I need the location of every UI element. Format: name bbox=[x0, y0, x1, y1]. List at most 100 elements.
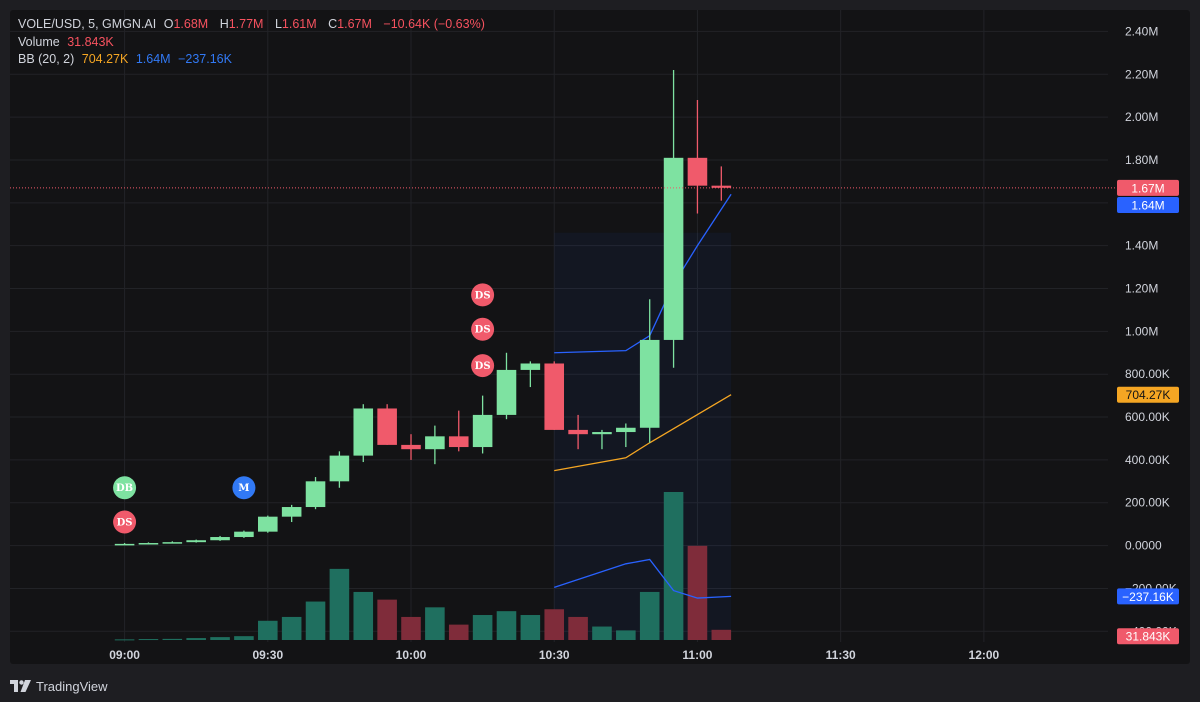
bb-upper-value: 1.64M bbox=[135, 52, 171, 66]
price-axis-label: 2.20M bbox=[1125, 67, 1158, 81]
signal-marker-badge[interactable] bbox=[113, 510, 137, 534]
candle-body[interactable] bbox=[162, 542, 183, 544]
volume-bar[interactable] bbox=[401, 616, 421, 640]
price-axis-label: 400.00K bbox=[1125, 453, 1170, 467]
volume-bar[interactable] bbox=[234, 636, 254, 640]
price-tag[interactable]: −237.16K bbox=[1117, 588, 1179, 605]
open-label: O bbox=[163, 17, 174, 31]
bb-label[interactable]: BB (20, 2) bbox=[18, 52, 75, 66]
signal-marker-badge[interactable] bbox=[471, 283, 495, 307]
volume-bar[interactable] bbox=[472, 615, 493, 640]
candle-body[interactable] bbox=[138, 543, 159, 545]
volume-bar[interactable] bbox=[711, 629, 732, 640]
candle-body[interactable] bbox=[329, 455, 350, 482]
volume-legend: Volume 31.843K bbox=[18, 34, 118, 50]
price-tag[interactable]: 1.67M bbox=[1117, 179, 1179, 196]
volume-bar[interactable] bbox=[639, 591, 660, 640]
candle-body[interactable] bbox=[592, 432, 612, 435]
candle-body[interactable] bbox=[114, 543, 135, 546]
volume-bar[interactable] bbox=[162, 638, 183, 640]
candle-body[interactable] bbox=[496, 369, 517, 415]
signal-marker-badge[interactable] bbox=[113, 476, 137, 500]
signal-marker[interactable]: DS bbox=[471, 317, 495, 341]
signal-marker[interactable]: DS bbox=[113, 510, 137, 534]
ohlc-open: O1.68M bbox=[164, 17, 212, 31]
candle-body[interactable] bbox=[687, 157, 708, 186]
volume-label[interactable]: Volume bbox=[18, 35, 60, 49]
price-tag[interactable]: 704.27K bbox=[1117, 386, 1179, 403]
candle-body[interactable] bbox=[258, 516, 278, 532]
signal-marker-badge[interactable] bbox=[232, 476, 256, 500]
signal-marker-label: M bbox=[238, 483, 249, 494]
candle-body[interactable] bbox=[186, 540, 206, 543]
volume-bar[interactable] bbox=[114, 639, 135, 641]
volume-bar[interactable] bbox=[616, 630, 636, 640]
volume-bar[interactable] bbox=[544, 609, 565, 640]
candle-body[interactable] bbox=[210, 537, 230, 541]
candle-body[interactable] bbox=[520, 363, 541, 370]
candle-body[interactable] bbox=[568, 429, 588, 435]
price-tag[interactable]: 1.64M bbox=[1117, 196, 1179, 213]
bollinger-upper-line[interactable] bbox=[554, 193, 732, 354]
candle-body[interactable] bbox=[281, 507, 302, 517]
volume-value: 31.843K bbox=[67, 35, 114, 49]
price-tag-label: −237.16K bbox=[1122, 590, 1174, 604]
price-tag-bg bbox=[1117, 628, 1179, 645]
signal-marker[interactable]: DS bbox=[471, 354, 495, 378]
price-axis-label: 200.00K bbox=[1125, 496, 1170, 510]
bollinger-lower-line[interactable] bbox=[554, 558, 732, 599]
candle-body[interactable] bbox=[663, 157, 684, 340]
symbol-label[interactable]: VOLE/USD, 5, GMGN.AI bbox=[18, 17, 157, 31]
time-axis-label: 10:30 bbox=[539, 648, 570, 662]
volume-bar[interactable] bbox=[687, 545, 708, 640]
candle-body[interactable] bbox=[401, 444, 421, 450]
bollinger-lines bbox=[554, 193, 732, 599]
ohlc-legend: VOLE/USD, 5, GMGN.AI O1.68M H1.77M L1.61… bbox=[18, 16, 489, 32]
volume-bar[interactable] bbox=[592, 626, 612, 640]
open-value: 1.68M bbox=[173, 17, 209, 31]
volume-bar[interactable] bbox=[520, 615, 541, 640]
signal-marker[interactable]: DS bbox=[471, 283, 495, 307]
price-axis-label: 800.00K bbox=[1125, 367, 1170, 381]
price-tag-bg bbox=[1117, 179, 1179, 196]
candle-body[interactable] bbox=[616, 427, 636, 433]
high-value: 1.77M bbox=[228, 17, 264, 31]
volume-bar[interactable] bbox=[305, 601, 326, 640]
candle-body[interactable] bbox=[472, 414, 493, 448]
signal-marker[interactable]: DB bbox=[113, 476, 137, 500]
candle-body[interactable] bbox=[711, 185, 732, 188]
tradingview-brand[interactable]: TradingView bbox=[36, 678, 108, 694]
signal-marker[interactable]: M bbox=[232, 476, 256, 500]
low-value: 1.61M bbox=[281, 17, 317, 31]
chart-canvas[interactable]: DB DS M DS DS DS 2.40M 2.20M 2.00M 1.80M 1.40M 1.2… bbox=[10, 10, 1190, 664]
candle-body[interactable] bbox=[425, 436, 445, 450]
volume-bar[interactable] bbox=[663, 492, 684, 640]
signal-marker-badge[interactable] bbox=[471, 317, 495, 341]
signal-marker-badge[interactable] bbox=[471, 354, 495, 378]
volume-bar[interactable] bbox=[210, 637, 230, 640]
chart-frame[interactable]: DB DS M DS DS DS 2.40M 2.20M 2.00M 1.80M 1.40M 1.2… bbox=[10, 10, 1190, 664]
tradingview-logo-icon[interactable] bbox=[10, 679, 32, 693]
signal-marker-label: DS bbox=[117, 518, 133, 529]
candle-body[interactable] bbox=[305, 481, 326, 508]
candle-body[interactable] bbox=[234, 531, 254, 538]
volume-bar[interactable] bbox=[425, 607, 445, 640]
price-tag[interactable]: 31.843K bbox=[1117, 628, 1179, 645]
volume-bar[interactable] bbox=[568, 616, 588, 640]
volume-bar[interactable] bbox=[448, 624, 469, 640]
candle-body[interactable] bbox=[639, 339, 660, 428]
volume-bar[interactable] bbox=[186, 638, 206, 640]
volume-bar[interactable] bbox=[496, 611, 517, 640]
price-axis: 2.40M 2.20M 2.00M 1.80M 1.40M 1.20M 1.00M 800.0… bbox=[1125, 24, 1177, 638]
candle-body[interactable] bbox=[544, 363, 565, 430]
volume-bar[interactable] bbox=[377, 599, 397, 640]
candle-body[interactable] bbox=[448, 436, 469, 448]
volume-bar[interactable] bbox=[353, 591, 374, 640]
bollinger-basis-line[interactable] bbox=[554, 394, 732, 472]
volume-bar[interactable] bbox=[138, 639, 159, 641]
volume-bar[interactable] bbox=[258, 620, 278, 640]
candle-body[interactable] bbox=[353, 408, 374, 456]
volume-bar[interactable] bbox=[281, 616, 302, 640]
candle-body[interactable] bbox=[377, 408, 397, 445]
volume-bar[interactable] bbox=[329, 568, 350, 640]
